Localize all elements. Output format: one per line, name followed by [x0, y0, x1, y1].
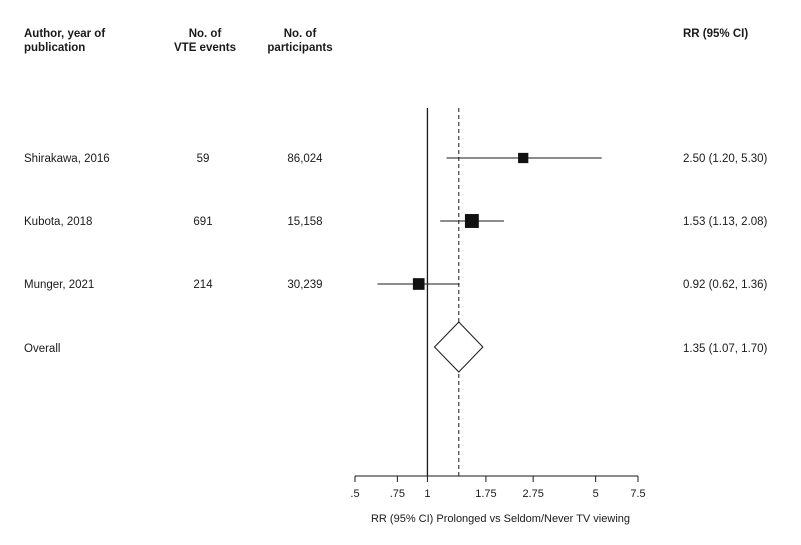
rr-text-overall: 1.35 (1.07, 1.70)	[683, 343, 768, 355]
events-munger: 214	[193, 279, 213, 291]
point-estimate-1	[518, 152, 529, 164]
study-name-overall: Overall	[24, 343, 61, 355]
rr-text-munger: 0.92 (0.62, 1.36)	[683, 279, 768, 291]
x-tick-label-7: 7.5	[630, 488, 645, 500]
point-estimate-3	[412, 278, 425, 290]
x-tick-label-4: 1.75	[475, 488, 496, 500]
rr-text-shirakawa: 2.50 (1.20, 5.30)	[683, 153, 768, 165]
x-tick-label-1: .5	[350, 488, 359, 500]
study-name-kubota: Kubota, 2018	[24, 216, 93, 228]
header-events: No. of VTE events	[174, 28, 236, 54]
header-study: Author, year of publication	[24, 28, 106, 54]
participants-kubota: 15,158	[287, 216, 323, 228]
header-rr: RR (95% CI)	[683, 28, 749, 40]
study-name-munger: Munger, 2021	[24, 279, 95, 291]
x-tick-label-2: .75	[390, 488, 405, 500]
header-participants: No. of participants	[267, 28, 333, 54]
x-tick-label-5: 2.75	[522, 488, 543, 500]
x-axis-title: RR (95% CI) Prolonged vs Seldom/Never TV…	[371, 513, 630, 525]
x-tick-label-3: 1	[424, 488, 430, 500]
rr-text-kubota: 1.53 (1.13, 2.08)	[683, 216, 768, 228]
events-kubota: 691	[193, 216, 213, 228]
participants-shirakawa: 86,024	[287, 153, 323, 165]
events-shirakawa: 59	[196, 153, 210, 165]
x-tick-label-6: 5	[593, 488, 599, 500]
overall-diamond	[433, 321, 484, 373]
point-estimate-2	[464, 214, 479, 228]
study-name-shirakawa: Shirakawa, 2016	[24, 153, 110, 165]
participants-munger: 30,239	[287, 279, 323, 291]
